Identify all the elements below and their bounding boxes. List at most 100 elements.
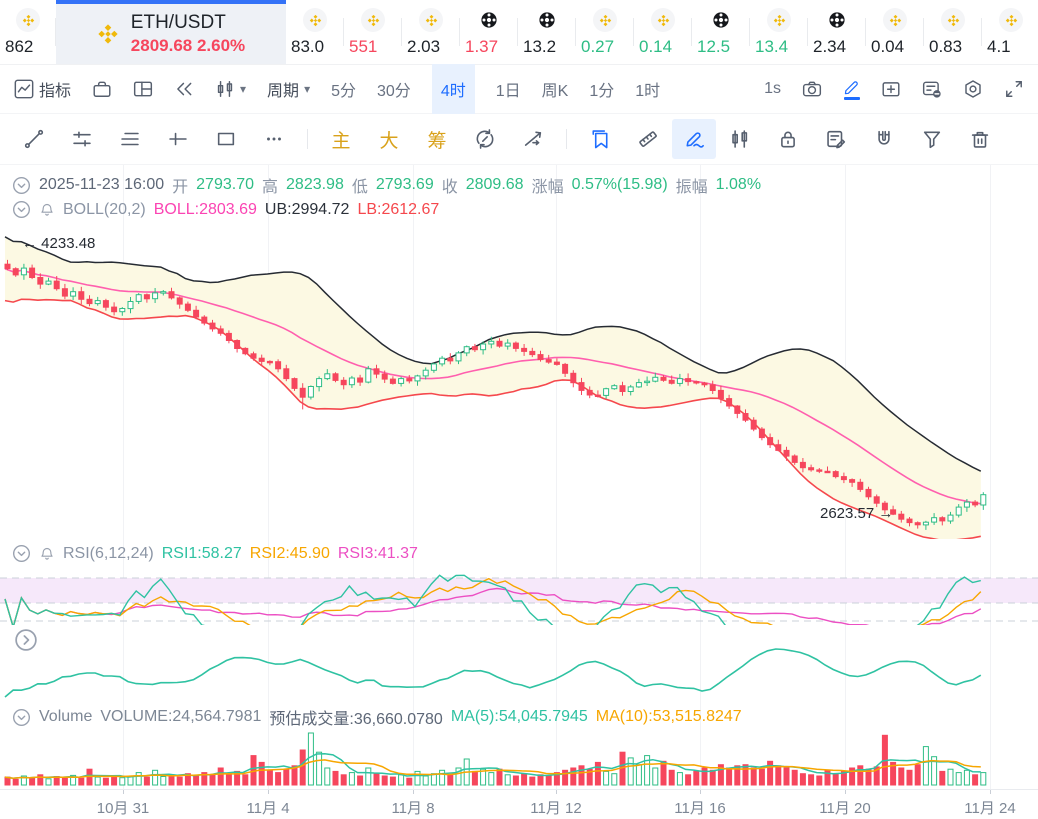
delete-icon xyxy=(971,131,989,148)
alert-bell-icon[interactable] xyxy=(39,202,55,218)
interval-5m[interactable]: 5分 xyxy=(331,83,356,100)
interval-1d[interactable]: 1日 xyxy=(495,83,521,100)
draw-button[interactable] xyxy=(843,78,860,100)
pair-tab[interactable]: 4.1 xyxy=(982,0,1038,64)
ohlc-legend: 2025-11-23 16:00 开 2793.70 高 2823.98 低 2793… xyxy=(12,173,761,197)
interval-1w[interactable]: 周K xyxy=(541,83,569,100)
gridline-vertical xyxy=(700,165,701,789)
order-note-tool[interactable] xyxy=(812,119,860,159)
parallel-channel-tool[interactable] xyxy=(58,119,106,159)
pair-tab[interactable]: 0.04 xyxy=(866,0,924,64)
rsi-panel-canvas[interactable] xyxy=(0,567,1038,625)
tab-divider xyxy=(55,18,56,46)
settings-icon[interactable] xyxy=(963,79,983,99)
bookmark-tool[interactable] xyxy=(576,119,624,159)
pair-tab[interactable]: 2.03 xyxy=(402,0,460,64)
add-pane-icon[interactable] xyxy=(881,79,901,99)
change-label: 涨幅 xyxy=(531,179,564,196)
large-mode[interactable]: 大 xyxy=(365,119,413,159)
wheel-coin-icon xyxy=(539,12,555,28)
wheel-coin-icon xyxy=(713,12,729,28)
interval-30m[interactable]: 30分 xyxy=(377,83,411,100)
volume-panel-canvas[interactable] xyxy=(0,723,1038,787)
open-value: 2793.70 xyxy=(196,176,254,193)
replay-icon[interactable] xyxy=(174,79,194,99)
pair-tab[interactable]: 862 xyxy=(0,0,56,64)
trend-arrows-tool[interactable] xyxy=(509,119,557,159)
cross-line-tool-icon xyxy=(169,132,187,146)
binance-coin-icon xyxy=(22,14,34,26)
coin-avatar xyxy=(709,8,733,32)
binance-coin-icon xyxy=(98,24,118,44)
pair-tab[interactable]: 13.4 xyxy=(750,0,808,64)
chart-type-dropdown[interactable]: ▾ xyxy=(215,79,246,99)
cycle-edit-tool[interactable] xyxy=(461,119,509,159)
lock-tool[interactable] xyxy=(764,119,812,159)
pair-tab[interactable]: 12.5 xyxy=(692,0,750,64)
interval-4h[interactable]: 4时 xyxy=(431,64,475,114)
pair-tab[interactable]: 0.14 xyxy=(634,0,692,64)
interval-1h[interactable]: 1时 xyxy=(635,83,661,100)
layout-icon[interactable] xyxy=(133,79,153,99)
tab-divider xyxy=(633,18,634,46)
chips-mode-label: 筹 xyxy=(427,130,447,152)
cross-line-tool[interactable] xyxy=(154,119,202,159)
collapse-icon[interactable] xyxy=(12,176,31,195)
period-label: 周期 xyxy=(267,83,300,100)
aux-indicator-canvas[interactable] xyxy=(0,625,1038,705)
indicator-button[interactable]: 指标 xyxy=(14,77,71,101)
binance-coin-icon xyxy=(889,14,901,26)
pair-tab[interactable]: 2.34 xyxy=(808,0,866,64)
pair-tab[interactable]: 83.0 xyxy=(286,0,344,64)
period-dropdown[interactable]: 周期 ▾ xyxy=(267,77,310,101)
hotkey-icon[interactable] xyxy=(922,79,942,99)
pair-tab[interactable]: 551 xyxy=(344,0,402,64)
toolbar-divider xyxy=(307,129,308,149)
pair-tab[interactable]: 13.2 xyxy=(518,0,576,64)
trendline-tool[interactable] xyxy=(10,119,58,159)
interval-1m[interactable]: 1分 xyxy=(589,83,615,100)
draw-underline xyxy=(843,97,860,100)
collapse-icon[interactable] xyxy=(12,200,31,219)
camera-icon[interactable] xyxy=(802,79,822,99)
ruler-icon xyxy=(639,131,657,147)
collapse-icon[interactable] xyxy=(12,544,31,563)
indicator-icon xyxy=(14,79,34,99)
rectangle-tool[interactable] xyxy=(202,119,250,159)
fib-lines-tool[interactable] xyxy=(106,119,154,159)
volume-name: Volume xyxy=(39,708,93,725)
main-chart-mode[interactable]: 主 xyxy=(317,119,365,159)
close-value: 2809.68 xyxy=(465,176,524,193)
rsi-name: RSI(6,12,24) xyxy=(63,544,154,562)
coin-avatar xyxy=(593,8,617,32)
candle-pattern-tool[interactable] xyxy=(716,119,764,159)
pair-tab[interactable]: 0.27 xyxy=(576,0,634,64)
chart-type-icon xyxy=(217,81,233,97)
boll-legend: BOLL(20,2) BOLL:2803.69 UB:2994.72 LB:26… xyxy=(12,200,439,219)
filter-tool[interactable] xyxy=(908,119,956,159)
pair-tab-active[interactable]: ETH/USDT 2809.68 2.60% xyxy=(56,0,286,64)
pair-tab[interactable]: 0.83 xyxy=(924,0,982,64)
main-chart-canvas[interactable]: ← 4233.48 2623.57 → xyxy=(0,227,1038,539)
compare-icon[interactable] xyxy=(92,79,112,99)
speed-1s-button[interactable]: 1s xyxy=(764,80,781,97)
more-tools[interactable] xyxy=(250,119,298,159)
expand-panel-icon[interactable] xyxy=(14,628,38,652)
ruler-tool[interactable] xyxy=(624,119,672,159)
fullscreen-icon[interactable] xyxy=(1004,79,1024,99)
chips-mode[interactable]: 筹 xyxy=(413,119,461,159)
rectangle-tool-icon xyxy=(217,132,235,146)
coin-avatar xyxy=(361,8,385,32)
binance-coin-icon xyxy=(1005,14,1017,26)
time-axis[interactable]: 10月 31 11月 4 11月 8 11月 12 11月 16 11月 20 … xyxy=(0,789,1038,819)
delete-tool[interactable] xyxy=(956,119,1004,159)
alert-bell-icon[interactable] xyxy=(39,546,55,562)
magnet-tool[interactable] xyxy=(860,119,908,159)
boll-ub-value: UB:2994.72 xyxy=(264,200,350,218)
brush-tool[interactable] xyxy=(672,119,716,159)
collapse-icon[interactable] xyxy=(12,708,31,727)
pair-info: ETH/USDT 2809.68 2.60% xyxy=(131,12,245,56)
wheel-coin-icon xyxy=(829,12,845,28)
rsi3-value: RSI3:41.37 xyxy=(337,544,418,562)
pair-tab[interactable]: 1.37 xyxy=(460,0,518,64)
